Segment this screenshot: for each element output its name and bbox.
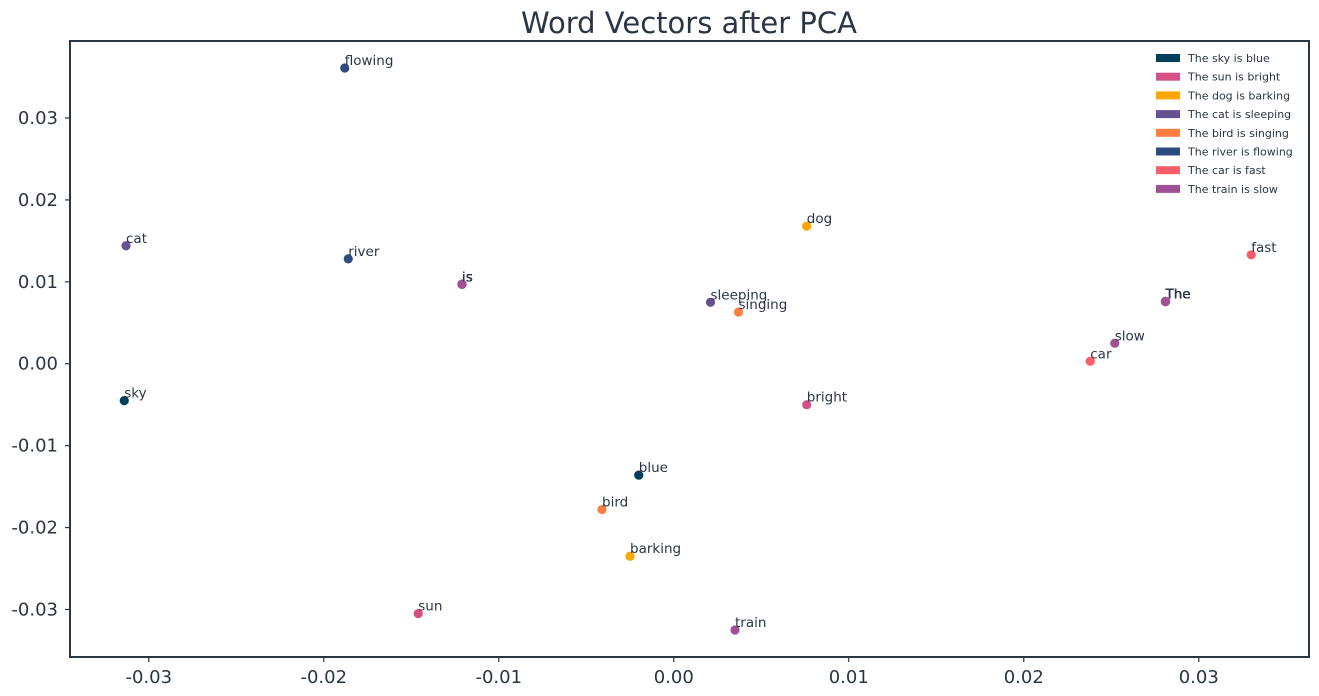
legend-entry-label: The bird is singing (1187, 127, 1289, 140)
data-point-barking (625, 551, 635, 561)
point-label-is: is (462, 269, 473, 285)
point-label-slow: slow (1115, 328, 1145, 344)
point-label-is: is (462, 269, 473, 285)
legend-swatch (1156, 166, 1180, 175)
x-tick-label: 0.01 (829, 667, 869, 688)
legend-swatch (1156, 184, 1180, 193)
point-label-the: The (1165, 286, 1191, 302)
y-tick-label: 0.02 (18, 190, 58, 211)
point-label-the: The (1165, 286, 1191, 302)
y-axis: 0.03 0.02 0.01 0.00 -0.01 -0.02 -0.03 (11, 108, 70, 620)
point-label-car: car (1090, 346, 1112, 362)
point-label-cat: cat (126, 231, 147, 247)
point-label-is: is (462, 269, 473, 285)
data-point-train (730, 625, 740, 635)
data-point-car (1085, 356, 1095, 366)
point-label-the: The (1165, 286, 1191, 302)
data-point-is (457, 279, 467, 289)
x-tick-label: 0.03 (1179, 667, 1219, 688)
legend-entry-label: The river is flowing (1187, 146, 1293, 159)
data-point-the (1160, 296, 1171, 307)
y-tick-label: 0.01 (18, 272, 58, 293)
point-label-the: The (1165, 286, 1191, 302)
legend-entry-label: The cat is sleeping (1187, 108, 1291, 121)
x-tick-label: 0.00 (654, 667, 694, 688)
point-label-the: The (1165, 286, 1191, 302)
point-label-is: is (462, 269, 473, 285)
y-tick-label: -0.03 (11, 599, 58, 620)
y-tick-label: 0.00 (18, 354, 58, 375)
legend-swatch (1156, 54, 1180, 62)
legend-swatch (1156, 128, 1180, 137)
data-point-sky (119, 396, 129, 406)
data-point-cat (121, 241, 131, 251)
y-tick-label: -0.01 (11, 436, 58, 457)
point-label-dog: dog (807, 211, 832, 227)
legend-entry-label: The sky is blue (1187, 52, 1270, 65)
point-label-the: The (1165, 286, 1191, 302)
legend-entry-label: The dog is barking (1187, 89, 1290, 102)
data-point-singing (733, 307, 744, 317)
x-tick-label: -0.03 (125, 667, 172, 688)
y-tick-label: 0.03 (18, 108, 58, 129)
x-tick-label: 0.02 (1004, 667, 1044, 688)
data-point-blue (634, 470, 644, 480)
data-point-bird (597, 504, 607, 515)
data-point-slow (1110, 338, 1120, 348)
point-label-train: train (735, 615, 766, 631)
x-tick-label: -0.02 (300, 667, 347, 688)
data-point-fast (1246, 250, 1256, 260)
legend-swatch (1156, 91, 1180, 100)
point-label-is: is (462, 269, 473, 285)
point-label-is: is (462, 269, 473, 285)
point-label-barking: barking (630, 541, 681, 557)
point-label-fast: fast (1251, 240, 1276, 256)
legend-entry-label: The sun is bright (1187, 71, 1281, 84)
point-label-is: is (462, 269, 473, 285)
point-label-sun: sun (418, 599, 442, 615)
point-label-sleeping: sleeping (711, 287, 768, 303)
legend-swatch (1156, 72, 1180, 81)
y-tick-label: -0.02 (11, 518, 58, 539)
point-labels-layer: TheskyisblueThesunisbrightThedogisbarkin… (124, 53, 1276, 631)
data-point-sleeping (705, 297, 716, 307)
legend-entry-label: The train is slow (1187, 183, 1278, 196)
legend-swatch (1156, 147, 1180, 156)
point-label-is: is (462, 269, 473, 285)
points-layer (119, 63, 1256, 635)
point-label-flowing: flowing (345, 53, 394, 69)
point-label-the: The (1165, 286, 1191, 302)
legend-entry-label: The car is fast (1187, 164, 1266, 177)
legend-swatch (1156, 110, 1180, 119)
legend: The sky is blue The sun is bright The dog … (1156, 52, 1293, 196)
data-point-dog (802, 221, 812, 231)
point-label-bright: bright (807, 390, 847, 406)
x-tick-label: -0.01 (475, 667, 522, 688)
point-label-blue: blue (639, 460, 668, 476)
point-label-river: river (348, 244, 380, 260)
point-label-bird: bird (602, 495, 628, 511)
data-point-sun (413, 608, 423, 619)
point-label-the: The (1165, 286, 1191, 302)
chart-title: Word Vectors after PCA (521, 6, 857, 40)
data-point-bright (802, 400, 812, 410)
point-label-singing: singing (739, 297, 788, 313)
x-axis: -0.03 -0.02 -0.01 0.00 0.01 0.02 0.03 (125, 657, 1219, 688)
data-point-flowing (340, 63, 350, 73)
point-label-sky: sky (124, 386, 146, 402)
plot-area-frame (69, 40, 1310, 658)
data-point-river (343, 254, 353, 264)
